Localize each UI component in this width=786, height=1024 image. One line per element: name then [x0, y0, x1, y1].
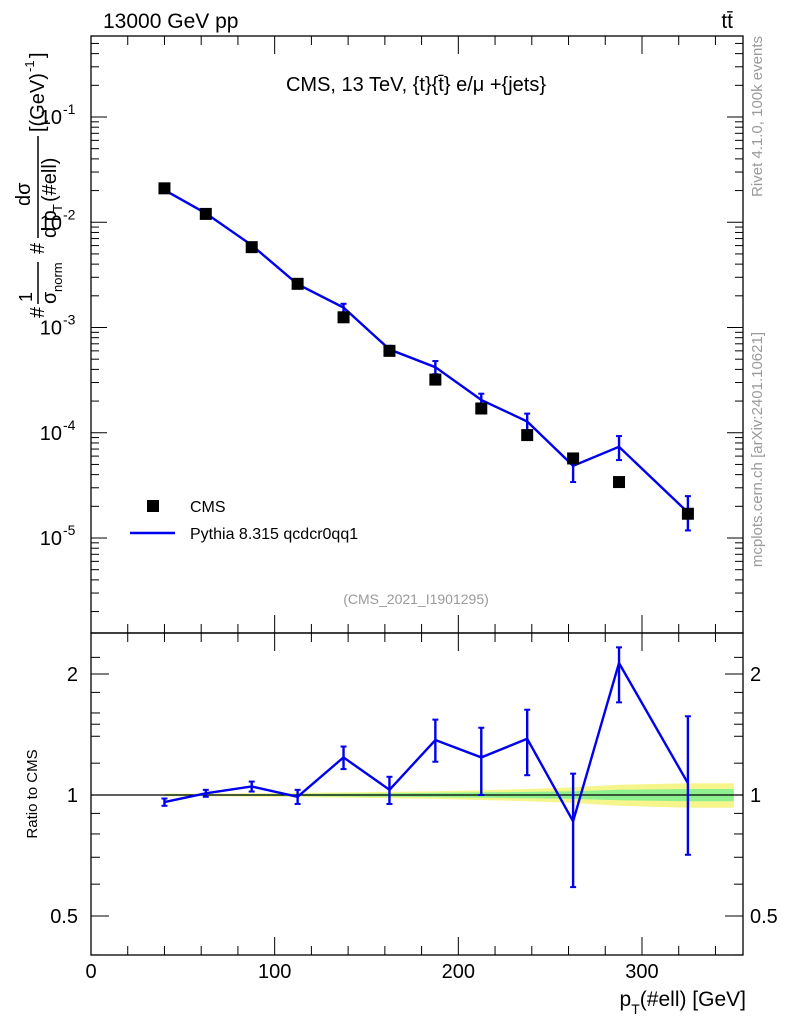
main-series-layer [158, 182, 694, 532]
cms-data-point [613, 476, 626, 489]
x-tick-label: 0 [85, 961, 96, 983]
x-axis-title-rest: (#ell) [GeV] [640, 988, 746, 1011]
x-axis-title-sub: T [631, 1001, 640, 1017]
y-tick-label: 10 [40, 528, 62, 550]
ratio-y-tick-label-right: 2 [750, 664, 761, 686]
ratio-y-tick-label-right: 0.5 [750, 906, 778, 928]
legend: CMS Pythia 8.315 qcdcr0qq1 [130, 499, 358, 543]
legend-marker-cms [147, 500, 159, 512]
legend-label-pythia: Pythia 8.315 qcdcr0qq1 [190, 526, 358, 543]
ylabel-dsigma: dσ [13, 182, 35, 206]
y-tick-label: 10 [40, 423, 62, 445]
ylabel-hash: # [27, 306, 49, 318]
ratio-y-axis-title: Ratio to CMS [24, 749, 41, 838]
ratio-plot-panel: 0.5 0.5 1 1 2 2 0 100 200 300 Ratio to CMS [24, 632, 778, 983]
cms-data-point [567, 452, 580, 465]
cms-data-point [291, 277, 304, 290]
x-tick-label: 100 [258, 961, 291, 983]
ylabel-sub-T: T [50, 204, 65, 212]
y-tick-label-exponent: -2 [63, 206, 76, 222]
ratio-y-tick-label: 0.5 [50, 906, 78, 928]
cms-data-point [475, 402, 488, 415]
x-tick-label: 200 [442, 961, 475, 983]
plot-title: CMS, 13 TeV, {t}{t̄} e/μ +{jets} [286, 74, 546, 96]
cms-data-point [245, 241, 258, 254]
ylabel-hash2: # [27, 242, 49, 254]
cms-data-point [521, 429, 534, 442]
ratio-y-tick-label: 1 [67, 785, 78, 807]
pythia-series-line [163, 189, 689, 514]
y-tick-label-exponent: -3 [63, 312, 76, 328]
x-axis-title-text: pT(#ell) [GeV] [620, 988, 746, 1017]
process-label: tt̄ [721, 10, 733, 33]
rivet-version-label: Rivet 4.1.0, 100k events [749, 36, 766, 197]
ylabel-norm: norm [50, 262, 65, 292]
cms-data-point [383, 344, 396, 357]
cms-data-point [681, 507, 694, 520]
main-plot-panel: 10-510-410-310-210-1 CMS, 13 TeV, {t}{t̄… [13, 35, 744, 634]
y-tick-label: 10 [40, 212, 62, 234]
ratio-y-tick-label: 2 [67, 664, 78, 686]
ratio-series-layer [161, 646, 691, 889]
mcplots-label: mcplots.cern.ch [arXiv:2401.10621] [749, 332, 766, 567]
main-axes: 10-510-410-310-210-1 [40, 35, 744, 634]
ylabel-ell: (#ell) [39, 158, 61, 202]
beam-label: 13000 GeV pp [103, 10, 238, 33]
y-tick-label-exponent: -4 [63, 417, 76, 433]
main-frame [90, 35, 744, 634]
analysis-watermark: (CMS_2021_I1901295) [343, 591, 489, 607]
ylabel-one: 1 [16, 292, 36, 302]
cms-data-point [158, 182, 171, 195]
x-tick-label: 300 [625, 961, 658, 983]
cms-data-point [199, 207, 212, 220]
cms-data-point [337, 311, 350, 324]
ylabel-unit: [(GeV) [27, 73, 49, 132]
y-tick-label: 10 [40, 107, 62, 129]
x-axis-title-p: p [620, 988, 632, 1011]
ylabel-unit-close: ] [27, 52, 49, 58]
y-tick-label: 10 [40, 318, 62, 340]
ylabel-unit-exp: -1 [22, 60, 37, 72]
ylabel-sigma: σ [39, 291, 61, 304]
ratio-axes: 0.5 0.5 1 1 2 2 0 100 200 300 [50, 632, 778, 983]
ratio-series-line [164, 659, 689, 825]
cms-data-point [429, 373, 442, 386]
legend-label-cms: CMS [190, 499, 226, 516]
y-tick-label-exponent: -1 [63, 101, 76, 117]
x-axis-title: pT(#ell) [GeV] [620, 988, 746, 1017]
ratio-frame [90, 632, 744, 956]
ylabel-dp: d p [39, 210, 61, 238]
y-tick-label-exponent: -5 [63, 522, 76, 538]
ratio-y-tick-label-right: 1 [750, 785, 761, 807]
